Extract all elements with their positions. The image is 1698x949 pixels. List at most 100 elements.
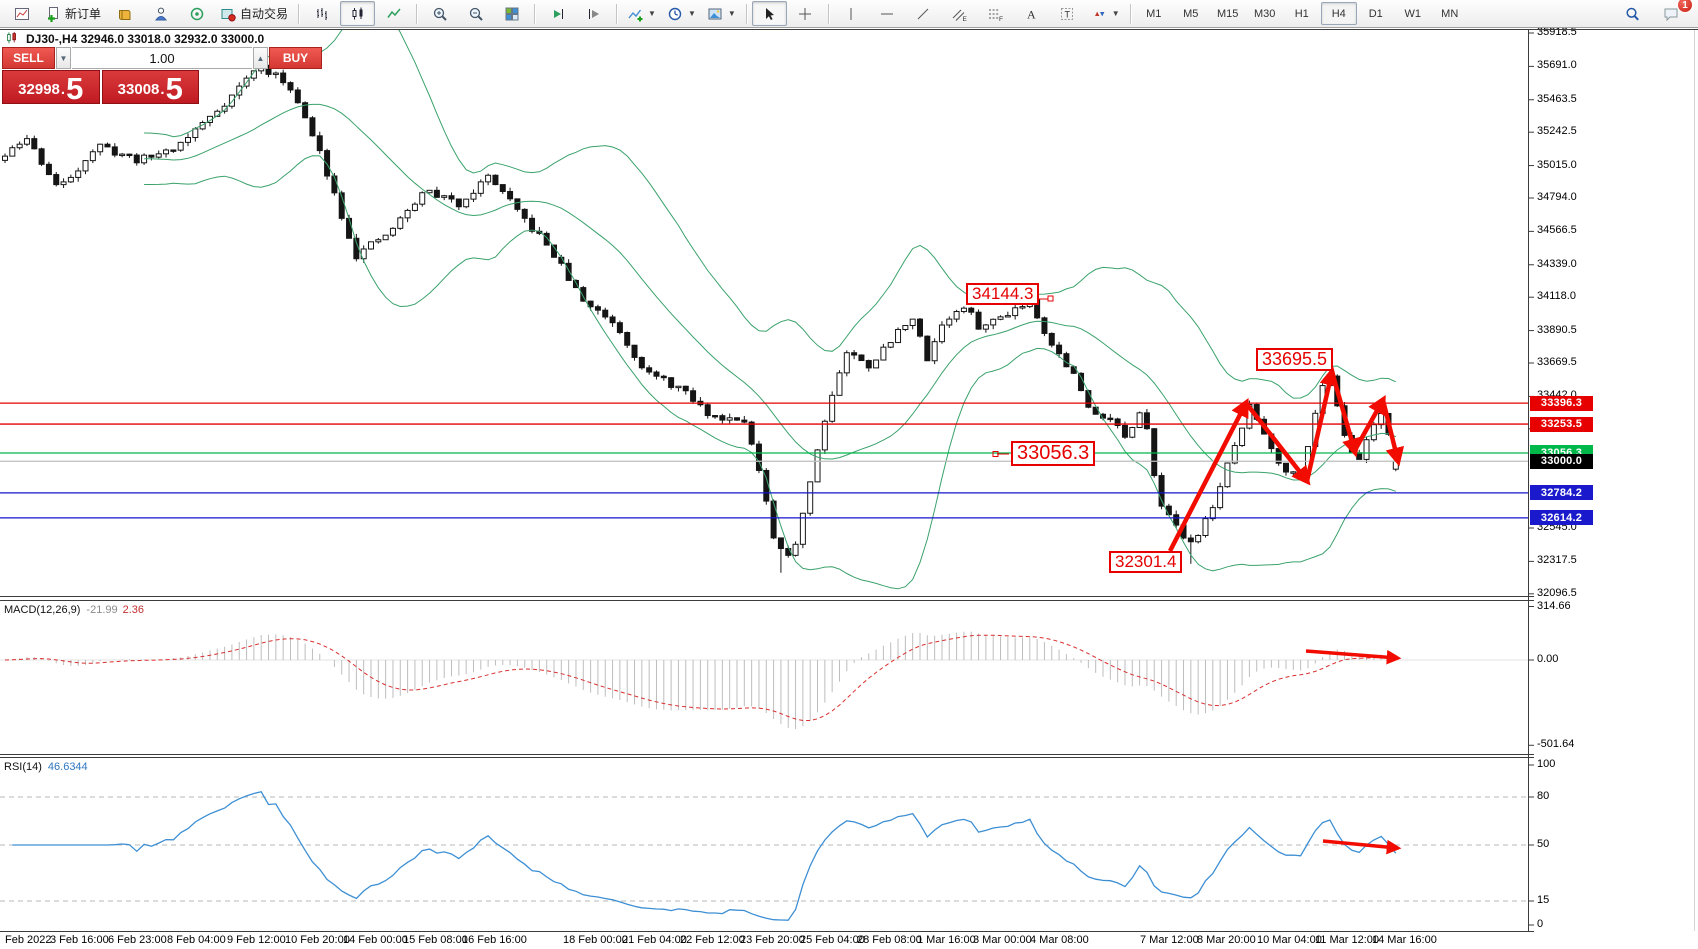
rsi-value: 46.6344: [47, 761, 88, 773]
chart-shift-button[interactable]: [576, 1, 611, 26]
time-axis-label: 15 Feb 08:00: [403, 934, 468, 946]
market-watch-icon[interactable]: [107, 1, 142, 26]
volume-increase-button[interactable]: ▲: [253, 47, 268, 69]
sell-button[interactable]: SELL: [2, 47, 55, 69]
search-icon: [1624, 6, 1640, 22]
new-order-button[interactable]: 新订单: [40, 1, 106, 26]
time-axis-label: 8 Mar 20:00: [1197, 934, 1256, 946]
rsi-axis-tick: 100: [1537, 758, 1556, 770]
candlestick-chart-button[interactable]: [340, 1, 376, 26]
horizontal-line-button[interactable]: [870, 1, 905, 26]
chevron-down-icon: ▼: [727, 9, 736, 18]
chart-window-icon[interactable]: [4, 1, 39, 26]
trend-arrow: [1380, 399, 1405, 467]
buy-price-display[interactable]: 33008. 5: [101, 70, 199, 104]
autotrade-button-label: 自动交易: [240, 7, 289, 21]
chart-title: DJ30-,H4 32946.0 33018.0 32932.0 33000.0: [5, 31, 264, 47]
auto-scroll-button[interactable]: [540, 1, 575, 26]
trend-arrow: [1167, 397, 1249, 553]
rsi-line: [12, 791, 1397, 921]
timeframe-h1[interactable]: H1: [1294, 7, 1309, 20]
one-click-trading-panel: SELL ▼ ▲ BUY 32998.5 33008.5: [2, 47, 322, 104]
trendline-icon: [915, 6, 931, 22]
timeframe-m5[interactable]: M5: [1183, 7, 1199, 20]
equidistant-channel-icon: E: [951, 6, 968, 23]
price-annotation[interactable]: 33695.5: [1256, 348, 1334, 371]
text-label-icon: T: [1059, 6, 1075, 22]
timeframe-d1[interactable]: D1: [1368, 7, 1383, 20]
indicators-button[interactable]: ▼: [622, 1, 661, 26]
price-annotation[interactable]: 32301.4: [1109, 551, 1183, 573]
text-button[interactable]: A: [1014, 1, 1049, 26]
trend-arrow: [1329, 371, 1361, 458]
cursor-button[interactable]: [751, 1, 787, 26]
equidistant-channel-button[interactable]: E: [942, 1, 977, 26]
timeframe-mn[interactable]: MN: [1441, 7, 1459, 20]
crosshair-icon: [797, 6, 813, 22]
trendline-button[interactable]: [906, 1, 941, 26]
arrows-icon: [1091, 6, 1107, 22]
time-axis-label: 23 Feb 20:00: [740, 934, 805, 946]
timeframe-m30[interactable]: M30: [1254, 7, 1276, 20]
timeframe-w1[interactable]: W1: [1404, 7, 1421, 20]
buy-price-dot: .: [160, 81, 165, 98]
templates-button[interactable]: ▼: [702, 1, 741, 26]
price-axis-tick: 35015.0: [1537, 158, 1577, 171]
macd-value: -21.99: [86, 604, 118, 616]
volume-decrease-button[interactable]: ▼: [56, 47, 71, 69]
zoom-in-icon: [432, 6, 448, 22]
autotrade-button[interactable]: 自动交易: [215, 1, 293, 26]
chart-title-text: DJ30-,H4 32946.0 33018.0 32932.0 33000.0: [26, 32, 265, 46]
tile-windows-button[interactable]: [494, 1, 529, 26]
text-icon: A: [1023, 6, 1039, 22]
time-axis-label: 6 Feb 23:00: [108, 934, 167, 946]
bar-chart-button[interactable]: [304, 1, 339, 26]
candlestick-chart-icon: [350, 6, 366, 22]
text-label-button[interactable]: T: [1050, 1, 1085, 26]
zoom-in-button[interactable]: [422, 1, 457, 26]
zoom-out-icon: [468, 6, 484, 22]
line-chart-button[interactable]: [376, 1, 411, 26]
candlestick-series: [2, 54, 1399, 573]
chart-shift-icon: [586, 6, 602, 22]
rsi-name: RSI(14): [4, 761, 42, 773]
time-axis-label: 28 Feb 08:00: [857, 934, 922, 946]
search-button[interactable]: [1614, 1, 1649, 26]
rsi-axis-tick: 50: [1537, 838, 1550, 850]
macd-axis-tick: 0.00: [1537, 653, 1559, 665]
buy-button[interactable]: BUY: [269, 47, 322, 69]
timeframe-h4[interactable]: H4: [1320, 2, 1357, 25]
toolbar-right-group: 1: [1614, 0, 1694, 26]
sell-price-dot: .: [60, 81, 66, 98]
vertical-line-button[interactable]: [834, 1, 869, 26]
macd-signal-line: [4, 634, 1396, 721]
market-watch-icon-icon: [117, 6, 133, 22]
trend-arrows[interactable]: [1167, 366, 1405, 855]
time-axis-label: 11 Mar 12:00: [1315, 934, 1380, 946]
fibonacci-button[interactable]: F: [978, 1, 1013, 26]
price-annotation[interactable]: 34144.3: [966, 283, 1040, 305]
sell-price-display[interactable]: 32998. 5: [2, 70, 100, 104]
crosshair-button[interactable]: [788, 1, 823, 26]
toolbar-separator: [827, 3, 829, 24]
time-axis-label: 21 Feb 04:00: [622, 934, 687, 946]
time-axis-label: 3 Feb 16:00: [50, 934, 109, 946]
time-axis-label: 7 Mar 12:00: [1140, 934, 1199, 946]
data-feed-icon[interactable]: [179, 1, 214, 26]
timeframe-m1[interactable]: M1: [1146, 7, 1162, 20]
arrows-button[interactable]: ▼: [1086, 1, 1125, 26]
toolbar-separator: [616, 3, 618, 24]
periods-button[interactable]: ▼: [662, 1, 701, 26]
notifications-button[interactable]: 1: [1653, 0, 1693, 26]
rsi-axis-tick: 15: [1537, 894, 1550, 906]
price-axis-tick: 34339.0: [1537, 257, 1577, 270]
zoom-out-button[interactable]: [458, 1, 493, 26]
price-annotation[interactable]: 33056.3: [1011, 441, 1096, 466]
navigator-icon-icon: [153, 6, 169, 22]
navigator-icon[interactable]: [143, 1, 178, 26]
timeframe-m15[interactable]: M15: [1217, 7, 1239, 20]
macd-axis-tick: -501.64: [1537, 738, 1575, 751]
volume-input[interactable]: [72, 47, 252, 69]
